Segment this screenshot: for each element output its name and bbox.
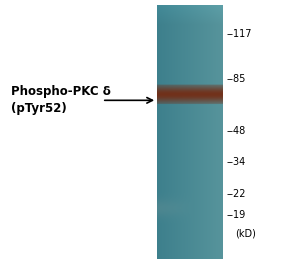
- Text: --19: --19: [226, 210, 246, 220]
- Text: (kD): (kD): [235, 229, 256, 239]
- Text: --34: --34: [226, 157, 246, 167]
- Text: --85: --85: [226, 74, 246, 84]
- Text: --48: --48: [226, 126, 246, 136]
- Text: --117: --117: [226, 29, 252, 39]
- Text: --22: --22: [226, 189, 246, 199]
- Text: Phospho-PKC δ
(pTyr52): Phospho-PKC δ (pTyr52): [11, 85, 111, 115]
